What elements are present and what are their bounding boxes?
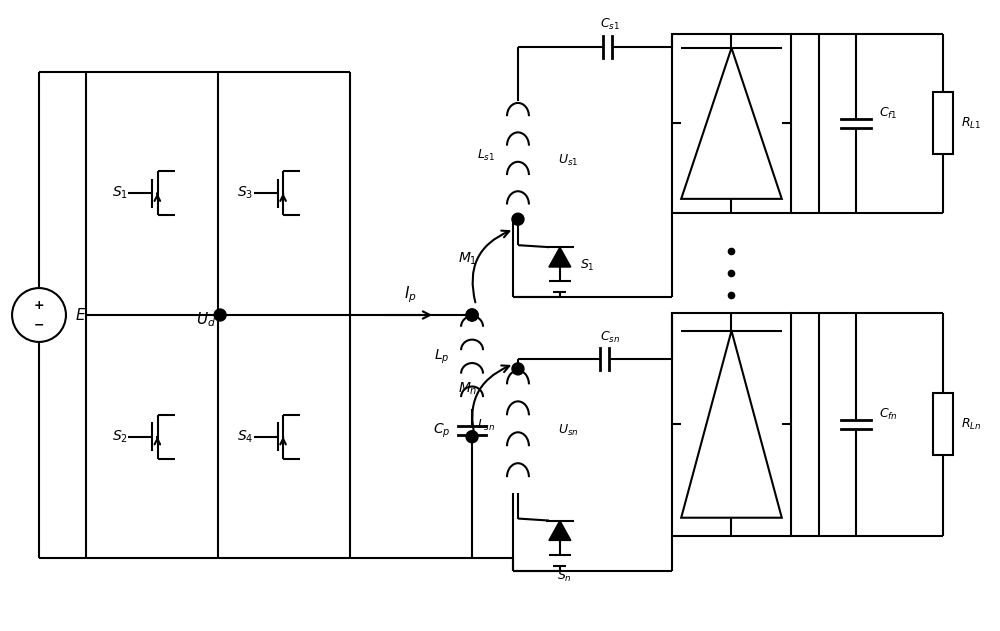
Bar [933,93,953,155]
Text: $L_{s1}$: $L_{s1}$ [477,148,495,163]
Circle shape [466,309,478,321]
Text: $I_p$: $I_p$ [404,285,417,305]
Bar [672,33,791,213]
Text: $S_1$: $S_1$ [112,185,128,201]
Bar [933,393,953,455]
Text: $L_p$: $L_p$ [434,348,450,366]
Circle shape [466,431,478,443]
Text: $U_{s1}$: $U_{s1}$ [558,153,578,168]
Polygon shape [549,247,571,267]
Text: $S_n$: $S_n$ [557,569,572,584]
Text: $C_{s1}$: $C_{s1}$ [600,17,620,32]
Text: $C_{sn}$: $C_{sn}$ [600,329,620,345]
Text: $L_{sn}$: $L_{sn}$ [477,418,495,433]
Text: $C_{f1}$: $C_{f1}$ [879,106,897,121]
Text: $R_{L1}$: $R_{L1}$ [961,116,981,131]
Circle shape [466,309,478,321]
Text: $U_{sn}$: $U_{sn}$ [558,423,578,439]
Text: $M_n$: $M_n$ [458,380,478,397]
Text: $C_{fn}$: $C_{fn}$ [879,407,898,422]
Text: $S_3$: $S_3$ [237,185,254,201]
FancyArrowPatch shape [473,230,509,302]
Text: −: − [34,319,44,331]
Polygon shape [549,521,571,540]
Circle shape [512,363,524,375]
Bar [672,313,791,536]
Text: $E$: $E$ [75,307,87,323]
Circle shape [214,309,226,321]
Text: $S_1$: $S_1$ [580,257,595,273]
Text: $U_d$: $U_d$ [196,310,216,329]
Text: $R_{Ln}$: $R_{Ln}$ [961,416,981,432]
Circle shape [512,213,524,225]
Text: +: + [34,298,44,312]
Text: $S_4$: $S_4$ [237,428,254,445]
Text: $M_1$: $M_1$ [458,251,477,268]
Text: $S_2$: $S_2$ [112,428,128,445]
Text: $C_p$: $C_p$ [433,422,451,440]
FancyArrowPatch shape [472,365,509,439]
